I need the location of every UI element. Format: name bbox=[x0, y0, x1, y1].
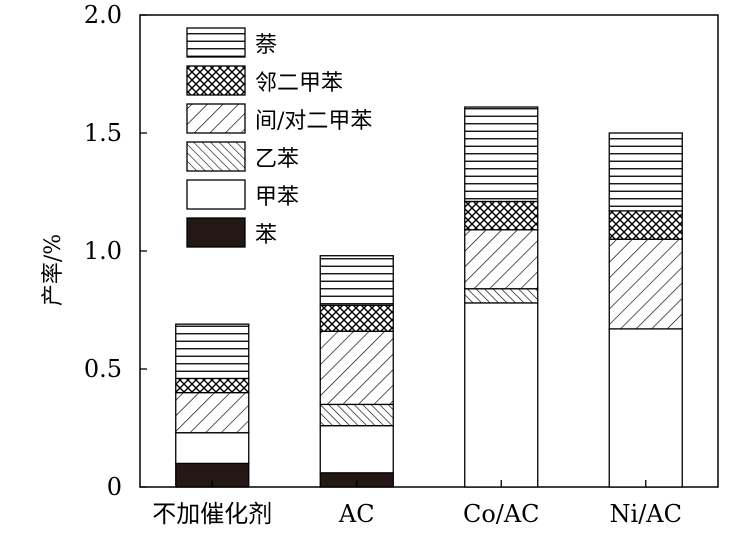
bar-segment-4-6 bbox=[608, 132, 683, 212]
legend-swatch-4 bbox=[186, 141, 246, 172]
bar-segment-3-2 bbox=[464, 302, 539, 488]
y-tick-label-4: 1.5 bbox=[84, 119, 122, 147]
bar-segment-4-2 bbox=[608, 328, 683, 488]
x-tick-label-1: 不加催化剂 bbox=[152, 500, 272, 528]
legend-label-4: 乙苯 bbox=[255, 147, 299, 172]
legend-label-5: 甲苯 bbox=[255, 185, 299, 210]
legend-swatch-2 bbox=[186, 65, 246, 96]
bar-segment-3-5 bbox=[464, 200, 539, 231]
bar-segment-3-4 bbox=[464, 229, 539, 290]
legend-swatch-6 bbox=[186, 217, 246, 248]
legend-label-1: 萘 bbox=[255, 33, 277, 58]
bar-segment-1-5 bbox=[175, 377, 250, 394]
bar-segment-1-4 bbox=[175, 391, 250, 434]
bar-segment-4-5 bbox=[608, 210, 683, 240]
bar-segment-3-6 bbox=[464, 106, 539, 203]
y-tick-label-2: 0.5 bbox=[84, 355, 122, 383]
y-tick-label-1: 0 bbox=[107, 473, 122, 501]
bar-segment-4-4 bbox=[608, 238, 683, 330]
legend-label-2: 邻二甲苯 bbox=[255, 71, 343, 96]
x-tick-label-4: Ni/AC bbox=[610, 500, 682, 528]
bar-segment-1-2 bbox=[175, 432, 250, 465]
legend-label-3: 间/对二甲苯 bbox=[255, 109, 372, 134]
legend-swatch-1 bbox=[186, 27, 246, 58]
x-tick-label-3: Co/AC bbox=[463, 500, 540, 528]
bar-segment-1-6 bbox=[175, 323, 250, 380]
legend-swatch-3 bbox=[186, 103, 246, 134]
legend-label-6: 苯 bbox=[255, 223, 277, 248]
bar-segment-3-3 bbox=[464, 288, 539, 304]
bar-segment-2-2 bbox=[319, 424, 394, 474]
bar-segment-2-5 bbox=[319, 304, 394, 332]
y-axis-label: 产率/% bbox=[41, 234, 66, 306]
y-tick-label-5: 2.0 bbox=[84, 1, 122, 29]
y-tick-label-3: 1.0 bbox=[84, 237, 122, 265]
legend-swatch-5 bbox=[186, 179, 246, 210]
x-tick-label-2: AC bbox=[338, 500, 375, 528]
bar-segment-2-4 bbox=[319, 330, 394, 406]
bar-segment-2-3 bbox=[319, 403, 394, 427]
bar-segment-2-6 bbox=[319, 255, 394, 306]
